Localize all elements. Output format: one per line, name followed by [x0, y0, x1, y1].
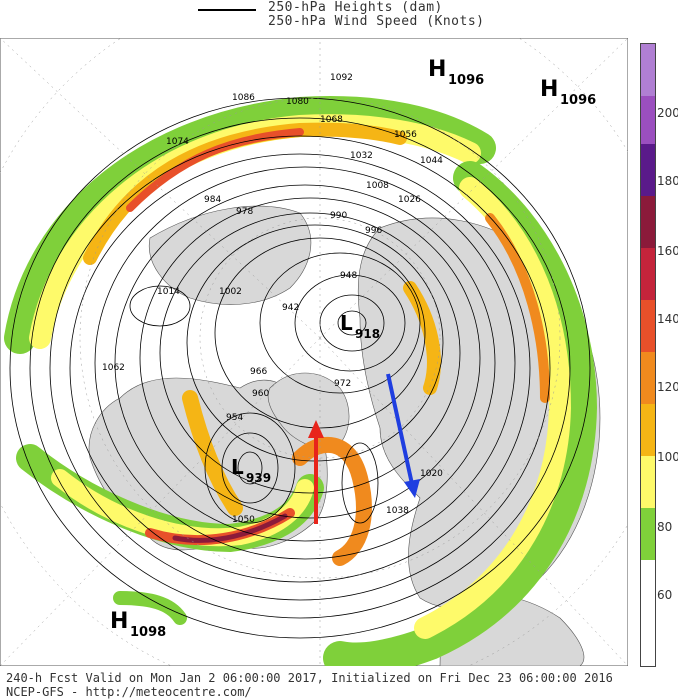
colorbar-segment	[641, 96, 655, 144]
colorbar-segment	[641, 44, 655, 96]
contour-label: 966	[250, 367, 267, 377]
colorbar-tick: 60	[657, 588, 673, 602]
contour-label: 1020	[420, 469, 443, 479]
high-center-value: 1096	[560, 93, 596, 108]
high-center: H	[540, 77, 558, 102]
graticule	[0, 38, 628, 666]
colorbar-segment	[641, 248, 655, 300]
high-center: H	[428, 57, 446, 82]
header: 250-hPa Heights (dam) 250-hPa Wind Speed…	[0, 0, 678, 38]
contour-label: 1062	[102, 363, 125, 373]
colorbar-tick: 140	[657, 312, 678, 326]
contour-label: 1038	[386, 506, 409, 516]
colorbar-tick: 180	[657, 174, 678, 188]
blue-arrow	[386, 373, 414, 485]
low-center: L	[340, 311, 353, 335]
low-center-value: 939	[246, 471, 271, 485]
high-center: H	[110, 609, 128, 634]
forecast-valid-text: 240-h Fcst Valid on Mon Jan 2 06:00:00 2…	[6, 671, 613, 685]
colorbar-segment	[641, 404, 655, 456]
contour-label: 1068	[320, 115, 343, 125]
contour-label: 1092	[330, 73, 353, 83]
low-center: L	[231, 455, 244, 479]
contour-label: 960	[252, 389, 269, 399]
contour-label: 1080	[286, 97, 309, 107]
contour-label: 1044	[420, 156, 443, 166]
contour-label: 996	[365, 226, 382, 236]
contour-label: 942	[282, 303, 299, 313]
contour-labels: 1092 1086 1080 1074 1068 1062 1056 1050 …	[102, 73, 443, 525]
colorbar-segment	[641, 560, 655, 666]
colorbar-tick: 120	[657, 380, 678, 394]
colorbar-tick: 160	[657, 244, 678, 258]
source-credit: NCEP-GFS - http://meteocentre.com/	[6, 685, 252, 699]
high-center-value: 1098	[130, 625, 166, 640]
contour-label: 1026	[398, 195, 421, 205]
jet-stream-shading	[4, 96, 597, 666]
colorbar-segment	[641, 352, 655, 404]
colorbar-tick: 200	[657, 106, 678, 120]
contour-label: 1008	[366, 181, 389, 191]
contour-label: 1002	[219, 287, 242, 297]
blue-arrow-head	[404, 479, 420, 498]
colorbar-segment	[641, 144, 655, 196]
wind-speed-colorbar	[640, 43, 656, 667]
colorbar-tick: 80	[657, 520, 673, 534]
contour-label: 954	[226, 413, 243, 423]
height-contours	[9, 97, 591, 639]
land-siberia-north	[148, 205, 312, 305]
contour-label: 1086	[232, 93, 255, 103]
polar-stereographic-map: 1092 1086 1080 1074 1068 1062 1056 1050 …	[0, 38, 628, 666]
contour-label: 984	[204, 195, 221, 205]
contour-legend-line	[198, 9, 256, 11]
colorbar-tick: 100	[657, 450, 678, 464]
colorbar-segment	[641, 196, 655, 248]
contour-label: 1050	[232, 515, 255, 525]
contour-label: 972	[334, 379, 351, 389]
heights-label: 250-hPa Heights (dam)	[268, 0, 443, 15]
flow-arrows	[308, 373, 420, 524]
colorbar-segment	[641, 508, 655, 560]
contour-label: 1056	[394, 130, 417, 140]
contour-label: 978	[236, 207, 253, 217]
wind-speed-label: 250-hPa Wind Speed (Knots)	[268, 14, 485, 29]
high-center-value: 1096	[448, 73, 484, 88]
low-center-value: 918	[355, 327, 380, 341]
red-arrow-head	[308, 420, 324, 438]
contour-label: 948	[340, 271, 357, 281]
contour-label: 1032	[350, 151, 373, 161]
colorbar-segment	[641, 456, 655, 508]
pressure-centers: H 1096 H 1096 L 918 L 939 H 1098	[110, 57, 596, 640]
colorbar-segment	[641, 300, 655, 352]
contour-label: 990	[330, 211, 347, 221]
contour-label: 1074	[166, 137, 189, 147]
contour-label: 1014	[157, 287, 180, 297]
